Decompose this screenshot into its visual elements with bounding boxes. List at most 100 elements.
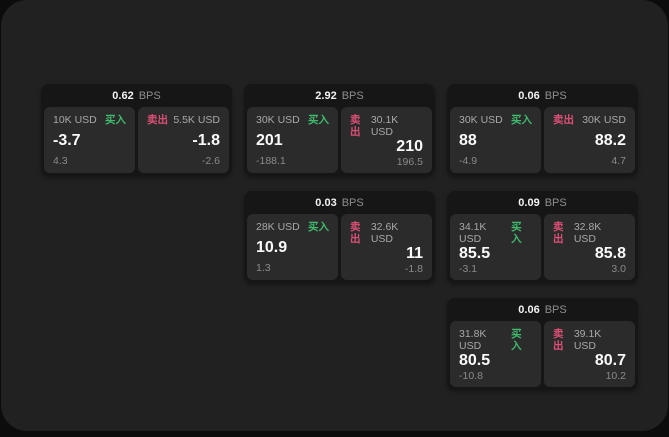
buy-panel-top: 30K USD 买入 [459, 114, 532, 126]
sell-tag: 卖出 [553, 114, 574, 126]
sell-size-label: 32.8K USD [573, 221, 602, 245]
bps-unit-label: BPS [138, 89, 161, 102]
sell-panel-top: 卖出 32.8K USD [553, 221, 626, 245]
sell-panel[interactable]: 卖出 30.1K USD 210 196.5 [341, 107, 432, 173]
buy-tag: 买入 [105, 114, 126, 126]
buy-tag: 买入 [511, 114, 532, 126]
sell-tag: 卖出 [350, 221, 361, 245]
buy-panel-top: 10K USD 买入 [53, 114, 126, 126]
sell-delta: -1.8 [404, 263, 423, 275]
sell-tag: 卖出 [553, 328, 564, 352]
card-header: 0.09 BPS [447, 191, 638, 214]
sell-delta: 10.2 [605, 370, 626, 382]
bps-value: 0.06 [518, 303, 540, 316]
sell-delta: 196.5 [396, 156, 423, 168]
sell-tag: 卖出 [350, 114, 361, 138]
bps-value: 0.06 [518, 89, 540, 102]
buy-price: 10.9 [256, 238, 288, 256]
buy-tag: 买入 [511, 221, 522, 245]
buy-panel-top: 34.1K USD 买入 [459, 221, 532, 245]
card-header: 0.06 BPS [447, 84, 638, 107]
buy-price: 85.5 [459, 245, 491, 262]
sell-size-label: 32.6K USD [370, 221, 399, 245]
quote-panels: 30K USD 买入 201 -188.1 卖出 30.1K USD 210 1… [247, 107, 432, 173]
sell-price: -1.8 [192, 131, 220, 149]
buy-price: 88 [459, 131, 477, 149]
buy-delta: 1.3 [256, 262, 271, 274]
sell-price: 210 [396, 138, 423, 155]
buy-size-label: 30K USD [459, 114, 503, 126]
sell-price: 80.7 [594, 352, 626, 369]
card-header: 0.03 BPS [244, 191, 435, 214]
sell-panel[interactable]: 卖出 30K USD 88.2 4.7 [544, 107, 635, 173]
sell-panel-top: 卖出 32.6K USD [350, 221, 423, 245]
quote-card: 0.03 BPS 28K USD 买入 10.9 1.3 卖出 32.6K US… [244, 191, 435, 283]
buy-delta: -10.8 [459, 370, 483, 382]
bps-value: 0.09 [518, 196, 540, 209]
bps-value: 2.92 [315, 89, 337, 102]
buy-panel-top: 30K USD 买入 [256, 114, 329, 126]
buy-size-label: 28K USD [256, 221, 300, 233]
sell-panel-top: 卖出 30.1K USD [350, 114, 423, 138]
card-header: 2.92 BPS [244, 84, 435, 107]
quote-panels: 31.8K USD 买入 80.5 -10.8 卖出 39.1K USD 80.… [450, 321, 635, 387]
buy-size-label: 31.8K USD [459, 328, 487, 352]
quote-card: 2.92 BPS 30K USD 买入 201 -188.1 卖出 30.1K … [244, 84, 435, 176]
sell-delta: 4.7 [611, 155, 626, 167]
sell-size-label: 30K USD [582, 114, 626, 126]
bps-unit-label: BPS [544, 89, 567, 102]
sell-panel-top: 卖出 30K USD [553, 114, 626, 126]
sell-price: 88.2 [594, 131, 626, 149]
sell-price: 85.8 [594, 245, 626, 262]
buy-panel[interactable]: 30K USD 买入 88 -4.9 [450, 107, 541, 173]
sell-panel[interactable]: 卖出 39.1K USD 80.7 10.2 [544, 321, 635, 387]
buy-panel[interactable]: 28K USD 买入 10.9 1.3 [247, 214, 338, 280]
quote-panels: 30K USD 买入 88 -4.9 卖出 30K USD 88.2 4.7 [450, 107, 635, 173]
bps-unit-label: BPS [341, 196, 364, 209]
quote-card: 0.06 BPS 30K USD 买入 88 -4.9 卖出 30K USD 8… [447, 84, 638, 176]
buy-price: 80.5 [459, 352, 491, 369]
quote-card: 0.62 BPS 10K USD 买入 -3.7 4.3 卖出 5.5K USD… [41, 84, 232, 176]
bps-unit-label: BPS [544, 303, 567, 316]
buy-tag: 买入 [308, 221, 329, 233]
bps-unit-label: BPS [341, 89, 364, 102]
buy-panel[interactable]: 34.1K USD 买入 85.5 -3.1 [450, 214, 541, 280]
quote-panels: 10K USD 买入 -3.7 4.3 卖出 5.5K USD -1.8 -2.… [44, 107, 229, 173]
buy-delta: -4.9 [459, 155, 478, 167]
quote-card: 0.06 BPS 31.8K USD 买入 80.5 -10.8 卖出 39.1… [447, 298, 638, 390]
buy-tag: 买入 [308, 114, 329, 126]
sell-panel-top: 卖出 5.5K USD [147, 114, 220, 126]
buy-delta: -3.1 [459, 263, 478, 275]
card-header: 0.06 BPS [447, 298, 638, 321]
card-header: 0.62 BPS [41, 84, 232, 107]
bps-value: 0.62 [112, 89, 134, 102]
sell-size-label: 5.5K USD [173, 114, 220, 126]
sell-panel[interactable]: 卖出 5.5K USD -1.8 -2.6 [138, 107, 229, 173]
sell-size-label: 30.1K USD [370, 114, 399, 138]
bps-value: 0.03 [315, 196, 337, 209]
sell-delta: 3.0 [611, 263, 626, 275]
quote-panels: 34.1K USD 买入 85.5 -3.1 卖出 32.8K USD 85.8… [450, 214, 635, 280]
sell-panel[interactable]: 卖出 32.8K USD 85.8 3.0 [544, 214, 635, 280]
buy-panel-top: 31.8K USD 买入 [459, 328, 532, 352]
buy-panel[interactable]: 30K USD 买入 201 -188.1 [247, 107, 338, 173]
buy-price: 201 [256, 131, 283, 149]
sell-delta: -2.6 [201, 155, 220, 167]
buy-size-label: 34.1K USD [459, 221, 487, 245]
buy-price: -3.7 [53, 131, 81, 149]
quote-panels: 28K USD 买入 10.9 1.3 卖出 32.6K USD 11 -1.8 [247, 214, 432, 280]
buy-delta: -188.1 [256, 155, 286, 167]
quote-card: 0.09 BPS 34.1K USD 买入 85.5 -3.1 卖出 32.8K… [447, 191, 638, 283]
sell-panel-top: 卖出 39.1K USD [553, 328, 626, 352]
sell-price: 11 [406, 245, 423, 262]
buy-panel[interactable]: 31.8K USD 买入 80.5 -10.8 [450, 321, 541, 387]
bps-unit-label: BPS [544, 196, 567, 209]
sell-panel[interactable]: 卖出 32.6K USD 11 -1.8 [341, 214, 432, 280]
buy-delta: 4.3 [53, 155, 68, 167]
sell-tag: 卖出 [147, 114, 168, 126]
buy-size-label: 30K USD [256, 114, 300, 126]
buy-panel-top: 28K USD 买入 [256, 221, 329, 233]
buy-panel[interactable]: 10K USD 买入 -3.7 4.3 [44, 107, 135, 173]
buy-tag: 买入 [511, 328, 522, 352]
